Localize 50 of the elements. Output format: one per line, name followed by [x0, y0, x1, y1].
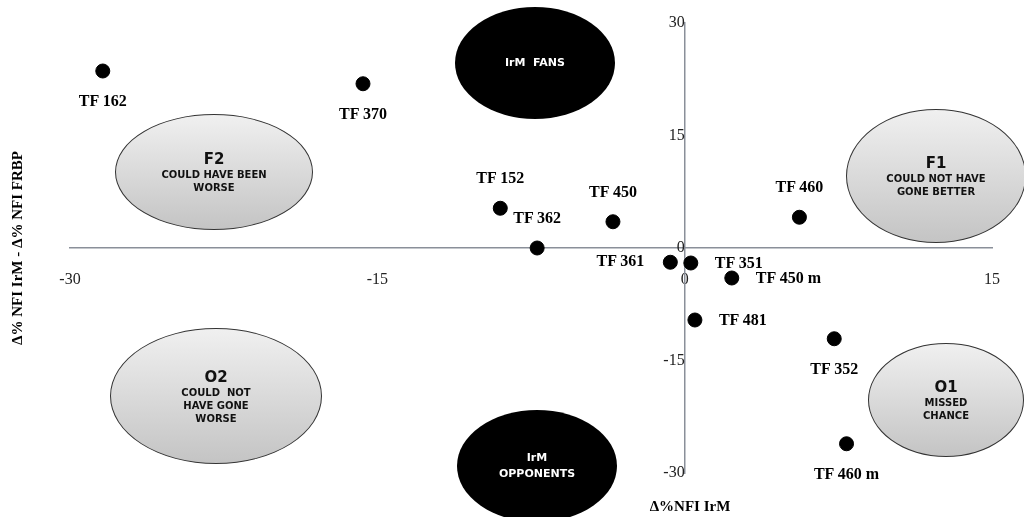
- ellipse-shape: F2 COULD HAVE BEEN WORSE: [115, 114, 313, 230]
- annotation: TF 450 m: [755, 269, 822, 287]
- x-tick-label: 15: [984, 269, 1000, 287]
- dark-ellipse: IrM FANS: [455, 7, 615, 119]
- annotation: TF 460 m: [813, 464, 880, 482]
- annotation: TF 481: [718, 311, 767, 329]
- point: [95, 63, 111, 79]
- x-tick-label: -15: [366, 269, 388, 287]
- annotation: TF 162: [78, 92, 127, 110]
- annotation: IrM OPPONENTS: [497, 450, 577, 482]
- y-axis-title: Δ% NFI IrM - Δ% NFI FRBP: [8, 151, 25, 345]
- annotation: TF 351: [714, 254, 763, 272]
- point: [683, 255, 699, 271]
- point: [724, 270, 740, 286]
- dark-ellipse: IrM OPPONENTS: [457, 410, 617, 517]
- annotation: F2: [203, 150, 225, 168]
- ellipse-shape: O2 COULD NOT HAVE GONE WORSE: [110, 328, 322, 464]
- ellipse-shape: O1 MISSED CHANCE: [868, 343, 1024, 457]
- point: [355, 76, 371, 92]
- annotation: O1: [934, 378, 958, 396]
- point: [529, 240, 545, 256]
- y-tick-label: 15: [668, 125, 685, 143]
- annotation: TF 370: [339, 104, 387, 122]
- y-tick-label: -15: [663, 350, 685, 368]
- point: [662, 254, 678, 270]
- annotation: TF 450: [589, 182, 637, 200]
- ellipse-shape: F1 COULD NOT HAVE GONE BETTER: [846, 109, 1024, 243]
- x-tick-label: -30: [59, 269, 81, 287]
- point: [791, 209, 807, 225]
- point: [492, 200, 508, 216]
- annotation: TF 460: [775, 178, 824, 196]
- annotation: COULD NOT HAVE GONE BETTER: [886, 172, 986, 198]
- y-tick-label: 30: [668, 13, 685, 31]
- annotation: MISSED CHANCE: [922, 396, 970, 422]
- annotation: F1: [925, 154, 947, 172]
- y-tick-label: -30: [663, 463, 685, 481]
- annotation: O2: [204, 367, 228, 386]
- point: [687, 312, 703, 328]
- point: [839, 436, 855, 452]
- point: [826, 331, 842, 347]
- annotation: COULD HAVE BEEN WORSE: [160, 168, 268, 194]
- annotation: COULD NOT HAVE GONE WORSE: [180, 385, 252, 425]
- annotation: TF 362: [513, 209, 562, 227]
- annotation: TF 361: [596, 252, 645, 270]
- point: [605, 214, 621, 230]
- annotation: TF 352: [810, 359, 859, 377]
- y-tick-label: 0: [676, 238, 685, 256]
- annotation: TF 152: [476, 169, 525, 187]
- annotation: IrM FANS: [504, 55, 566, 71]
- x-axis-title: Δ%NFI IrM: [649, 497, 731, 514]
